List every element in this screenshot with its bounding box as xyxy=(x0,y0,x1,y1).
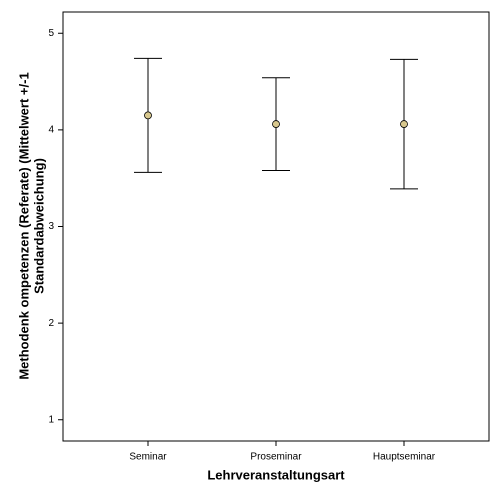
mean-point xyxy=(272,120,280,128)
y-axis-title: Methodenk ompetenzen (Referate) (Mittelw… xyxy=(16,72,46,379)
x-tick-label: Proseminar xyxy=(250,452,302,463)
y-tick-label: 4 xyxy=(48,125,54,136)
y-axis-title-line: Standardabweichung) xyxy=(31,158,46,294)
y-axis-title-line: Methodenk ompetenzen (Referate) (Mittelw… xyxy=(16,72,31,379)
plot-frame xyxy=(62,11,490,442)
y-tick-label: 2 xyxy=(48,318,54,329)
x-axis-title: Lehrveranstaltungsart xyxy=(207,467,345,482)
y-tick-label: 3 xyxy=(48,221,54,232)
x-tick-label: Hauptseminar xyxy=(373,452,436,463)
y-tick-label: 1 xyxy=(48,414,54,425)
mean-point xyxy=(400,120,408,128)
mean-point xyxy=(144,111,152,120)
x-tick-label: Seminar xyxy=(129,452,167,463)
y-tick-label: 5 xyxy=(48,28,54,39)
